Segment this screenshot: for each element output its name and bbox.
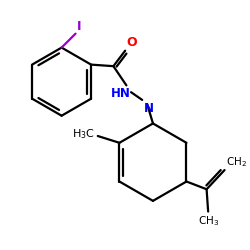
Text: H$_3$C: H$_3$C	[72, 128, 95, 141]
Text: N: N	[144, 102, 154, 116]
Text: CH$_3$: CH$_3$	[198, 214, 219, 228]
Text: I: I	[77, 20, 81, 33]
Text: CH$_2$: CH$_2$	[226, 156, 247, 170]
Text: HN: HN	[111, 87, 131, 100]
Text: O: O	[126, 36, 137, 50]
